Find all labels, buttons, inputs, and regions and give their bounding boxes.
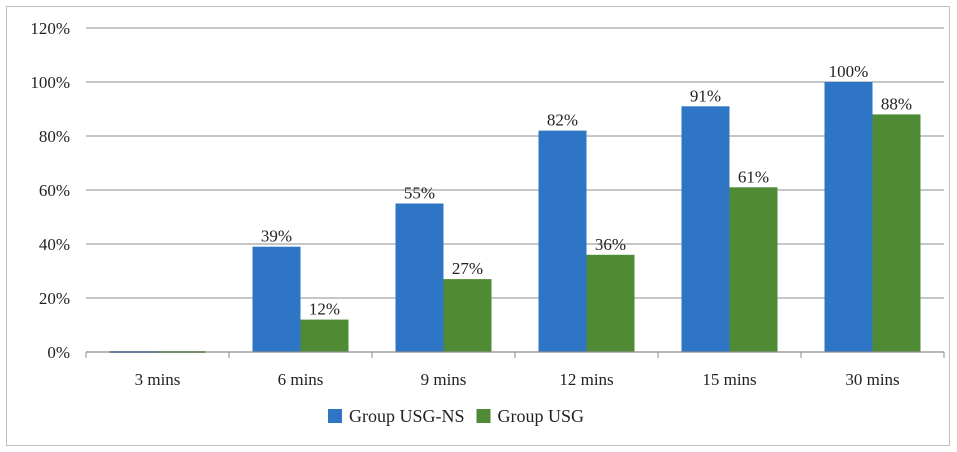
bar <box>729 187 778 352</box>
data-label: 88% <box>881 94 912 113</box>
y-axis-ticks: 0% 20% 40% 60% 80% 100% 120% <box>30 19 70 362</box>
x-tick-label: 12 mins <box>559 370 613 389</box>
y-tick-label: 0% <box>47 343 70 362</box>
bar <box>443 279 492 352</box>
y-tick-label: 80% <box>39 127 70 146</box>
data-label: 36% <box>595 235 626 254</box>
y-tick-label: 120% <box>30 19 70 38</box>
bar <box>538 130 587 352</box>
bar <box>300 319 349 352</box>
x-tick-label: 30 mins <box>845 370 899 389</box>
legend: Group USG-NS Group USG <box>328 406 584 426</box>
bar <box>872 114 921 353</box>
data-label: 82% <box>547 111 578 130</box>
data-labels: 39% 12% 55% 27% 82% 36% 91% 61% 100% 88% <box>261 62 912 319</box>
y-tick-label: 40% <box>39 235 70 254</box>
x-tick-label: 3 mins <box>135 370 181 389</box>
data-label: 61% <box>738 167 769 186</box>
x-tick-label: 9 mins <box>421 370 467 389</box>
data-label: 91% <box>690 86 721 105</box>
gridlines <box>86 27 944 299</box>
x-tick-label: 15 mins <box>702 370 756 389</box>
x-axis <box>85 351 945 358</box>
x-tick-label: 6 mins <box>278 370 324 389</box>
y-tick-label: 60% <box>39 181 70 200</box>
legend-swatch <box>328 409 342 423</box>
data-label: 39% <box>261 227 292 246</box>
bar <box>681 106 730 352</box>
data-label: 55% <box>404 184 435 203</box>
y-tick-label: 20% <box>39 289 70 308</box>
chart-frame <box>6 6 950 446</box>
bar <box>586 254 635 352</box>
y-tick-label: 100% <box>30 73 70 92</box>
bar <box>824 82 873 352</box>
legend-label: Group USG-NS <box>349 406 465 426</box>
bar <box>252 246 301 352</box>
bar <box>395 203 444 352</box>
legend-label: Group USG <box>498 406 585 426</box>
data-label: 12% <box>309 300 340 319</box>
legend-swatch <box>476 409 491 423</box>
data-label: 27% <box>452 259 483 278</box>
bars <box>109 82 921 353</box>
data-label: 100% <box>829 62 869 81</box>
x-axis-ticks: 3 mins 6 mins 9 mins 12 mins 15 mins 30 mins <box>135 370 900 389</box>
